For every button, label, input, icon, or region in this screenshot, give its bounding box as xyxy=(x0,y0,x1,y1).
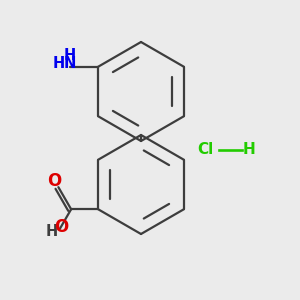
Text: O: O xyxy=(47,172,61,190)
Text: H: H xyxy=(45,224,58,238)
Text: H: H xyxy=(243,142,255,158)
Text: Cl: Cl xyxy=(197,142,214,158)
Text: H: H xyxy=(64,48,76,63)
Text: H: H xyxy=(53,56,65,71)
Text: N: N xyxy=(63,56,76,71)
Text: O: O xyxy=(54,218,68,236)
